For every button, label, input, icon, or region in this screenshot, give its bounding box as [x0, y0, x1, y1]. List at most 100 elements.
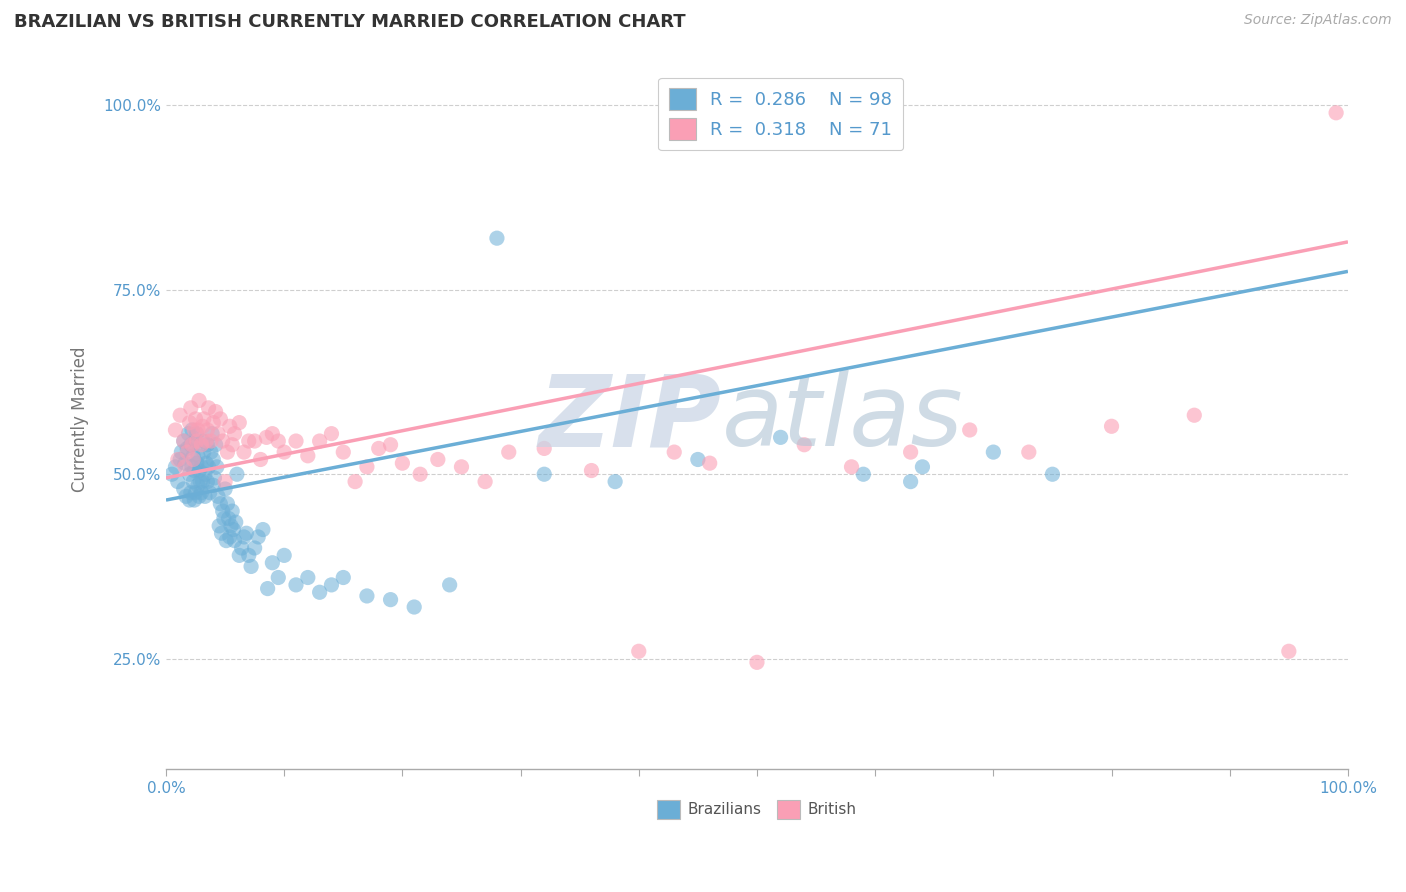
Point: [170, 445, 193, 459]
Text: BRAZILIAN VS BRITISH CURRENTLY MARRIED CORRELATION CHART: BRAZILIAN VS BRITISH CURRENTLY MARRIED C…: [14, 13, 686, 31]
Point: [273, 445, 295, 459]
Point: [332, 570, 354, 584]
Point: [959, 423, 981, 437]
Point: [191, 434, 214, 448]
Point: [190, 485, 212, 500]
Point: [208, 519, 231, 533]
Point: [1324, 105, 1347, 120]
Point: [1042, 467, 1064, 482]
Point: [197, 401, 219, 415]
Point: [202, 452, 225, 467]
Y-axis label: Currently Married: Currently Married: [72, 346, 89, 491]
Point: [533, 467, 555, 482]
Point: [194, 467, 217, 482]
Point: [627, 644, 650, 658]
Point: [179, 416, 201, 430]
Point: [439, 578, 461, 592]
Point: [179, 493, 201, 508]
Point: [184, 485, 207, 500]
Point: [900, 475, 922, 489]
Point: [409, 467, 432, 482]
Point: [174, 456, 197, 470]
Point: [426, 452, 449, 467]
Point: [169, 408, 191, 422]
Point: [204, 404, 226, 418]
Point: [195, 475, 218, 489]
Point: [195, 434, 218, 448]
Point: [221, 504, 243, 518]
Point: [186, 426, 208, 441]
Point: [533, 442, 555, 456]
Point: [188, 475, 211, 489]
Point: [404, 600, 426, 615]
Point: [252, 523, 274, 537]
Point: [188, 489, 211, 503]
Point: [228, 549, 250, 563]
Point: [841, 459, 863, 474]
Point: [211, 504, 233, 518]
Point: [211, 526, 233, 541]
Point: [225, 467, 247, 482]
Point: [221, 438, 243, 452]
Point: [900, 445, 922, 459]
Point: [193, 445, 215, 459]
Point: [983, 445, 1005, 459]
Point: [209, 412, 232, 426]
Point: [181, 449, 204, 463]
Legend: Brazilians, British: Brazilians, British: [651, 794, 863, 825]
Point: [207, 426, 229, 441]
Point: [204, 471, 226, 485]
Point: [243, 434, 266, 448]
Point: [367, 442, 389, 456]
Point: [188, 464, 211, 478]
Point: [450, 459, 472, 474]
Point: [183, 493, 205, 508]
Point: [217, 497, 239, 511]
Point: [200, 445, 222, 459]
Point: [344, 475, 367, 489]
Point: [180, 401, 202, 415]
Point: [308, 434, 330, 448]
Point: [191, 419, 214, 434]
Point: [297, 449, 319, 463]
Point: [235, 526, 257, 541]
Point: [190, 438, 212, 452]
Point: [219, 519, 242, 533]
Point: [247, 530, 270, 544]
Point: [231, 541, 253, 555]
Point: [212, 511, 235, 525]
Point: [332, 445, 354, 459]
Point: [191, 475, 214, 489]
Point: [197, 459, 219, 474]
Point: [200, 434, 222, 448]
Point: [225, 515, 247, 529]
Point: [380, 592, 402, 607]
Point: [202, 416, 225, 430]
Point: [184, 412, 207, 426]
Point: [285, 578, 308, 592]
Text: Source: ZipAtlas.com: Source: ZipAtlas.com: [1244, 13, 1392, 28]
Point: [664, 445, 686, 459]
Point: [195, 456, 218, 470]
Point: [174, 459, 197, 474]
Point: [391, 456, 413, 470]
Point: [176, 442, 198, 456]
Point: [217, 445, 239, 459]
Point: [238, 549, 260, 563]
Point: [169, 452, 191, 467]
Point: [180, 485, 202, 500]
Point: [228, 416, 250, 430]
Point: [160, 467, 183, 482]
Point: [209, 497, 232, 511]
Point: [605, 475, 627, 489]
Point: [793, 438, 815, 452]
Point: [202, 478, 225, 492]
Point: [166, 475, 188, 489]
Point: [285, 434, 308, 448]
Text: atlas: atlas: [721, 370, 963, 467]
Point: [769, 430, 792, 444]
Point: [184, 434, 207, 448]
Point: [356, 459, 378, 474]
Point: [188, 393, 211, 408]
Point: [176, 445, 198, 459]
